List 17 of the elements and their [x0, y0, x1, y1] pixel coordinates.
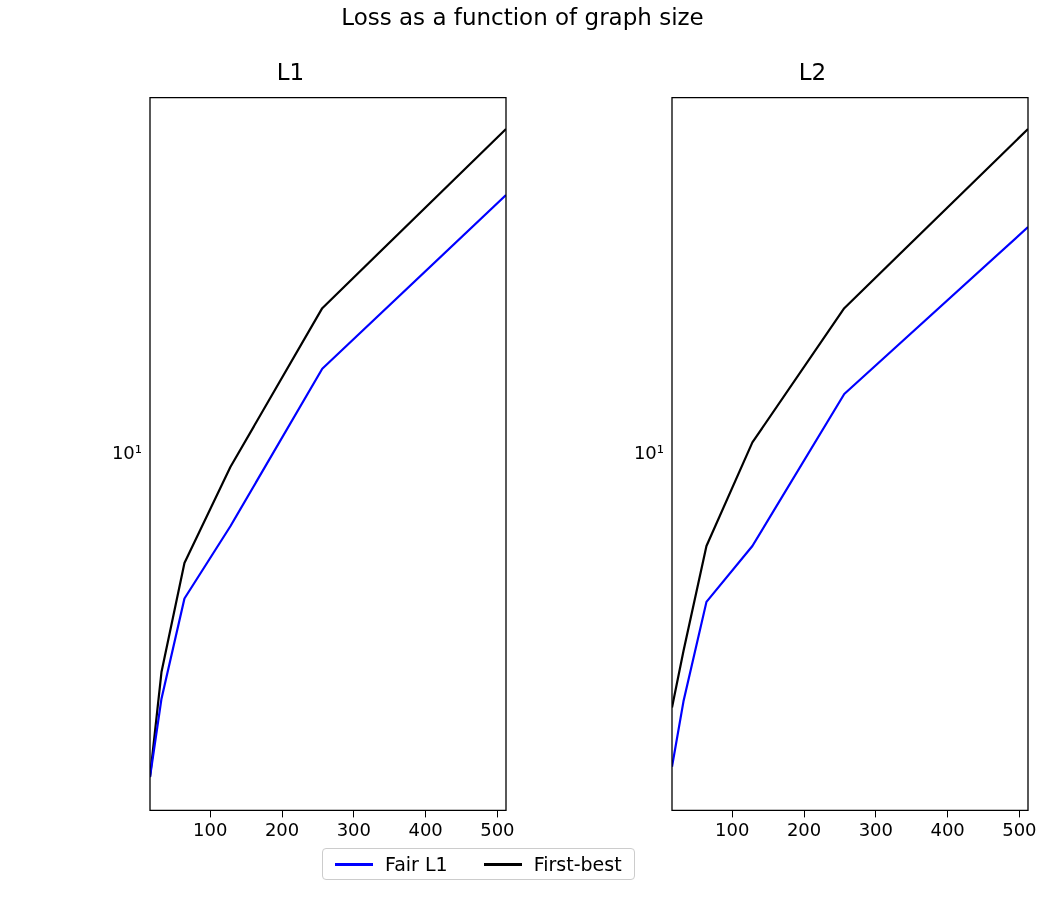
x-tick-label: 200: [786, 818, 822, 840]
x-tick-label: 100: [715, 818, 750, 840]
x-tick-label: 300: [858, 818, 894, 840]
x-tick-label: 300: [336, 818, 372, 840]
x-tick-label: 500: [1002, 818, 1037, 840]
x-tick-label: 100: [193, 818, 228, 840]
x-tick-label: 200: [264, 818, 300, 840]
legend-label: First-best: [533, 853, 622, 875]
x-tick-label: 400: [930, 818, 965, 840]
x-tick-label: 500: [480, 818, 515, 840]
x-tick-label: 400: [408, 818, 443, 840]
text: Loss as a function of graph size: [340, 4, 705, 30]
legend-label: Fair L1: [385, 853, 448, 875]
text: 10¹: [633, 441, 664, 463]
text: 10¹: [111, 441, 142, 463]
chart-title: L1: [276, 58, 305, 85]
chart-title: L2: [798, 58, 827, 85]
